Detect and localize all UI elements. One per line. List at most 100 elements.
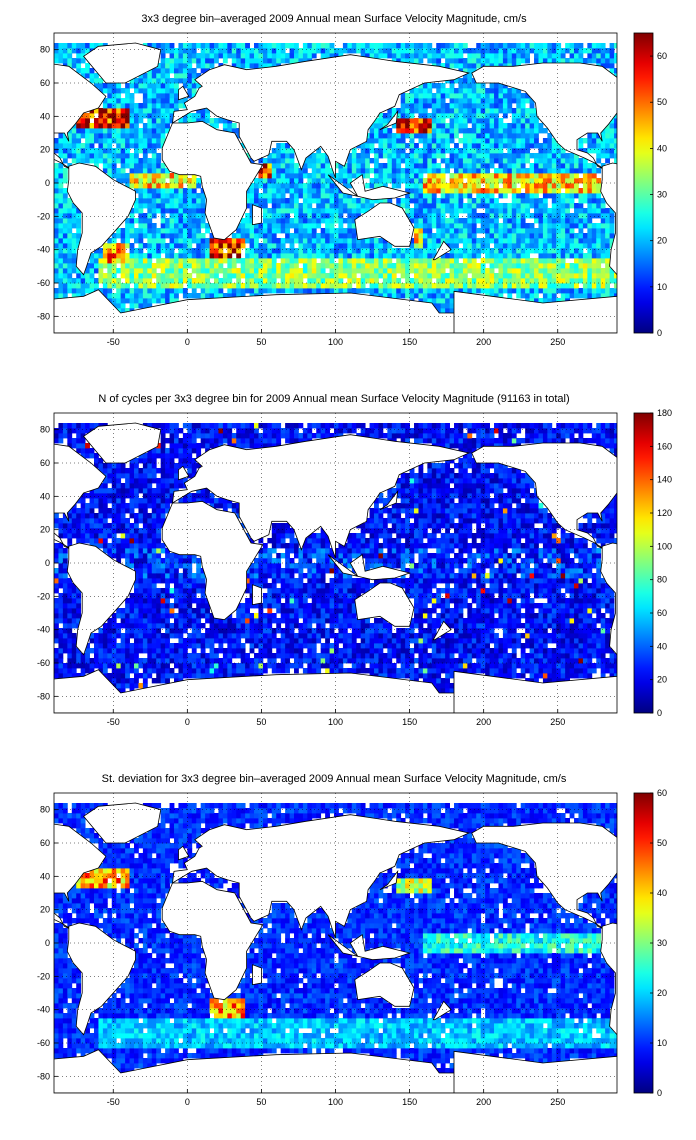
heatmap-cell	[196, 108, 202, 114]
heatmap-cell	[214, 278, 219, 284]
heatmap-cell	[267, 58, 273, 64]
heatmap-cell	[320, 173, 326, 179]
heatmap-cell	[591, 263, 597, 269]
heatmap-cell	[582, 208, 588, 214]
heatmap-cell	[347, 168, 353, 174]
heatmap-cell	[120, 613, 126, 619]
heatmap-cell	[151, 163, 157, 169]
heatmap-cell	[307, 203, 313, 209]
heatmap-cell	[156, 188, 162, 194]
heatmap-cell	[396, 163, 402, 169]
heatmap-cell	[405, 48, 410, 54]
heatmap-cell	[556, 263, 562, 269]
heatmap-cell	[445, 93, 450, 99]
heatmap-cell	[280, 283, 286, 289]
heatmap-cell	[236, 253, 242, 259]
heatmap-cell	[525, 233, 530, 239]
heatmap-cell	[125, 543, 130, 549]
heatmap-cell	[422, 43, 428, 49]
heatmap-cell	[609, 288, 615, 294]
heatmap-cell	[138, 563, 144, 569]
heatmap-cell	[431, 268, 437, 274]
heatmap-cell	[178, 198, 184, 204]
heatmap-cell	[62, 603, 68, 609]
heatmap-cell	[565, 58, 570, 64]
heatmap-cell	[542, 173, 548, 179]
heatmap-cell	[511, 253, 517, 259]
heatmap-cell	[458, 183, 464, 189]
heatmap-cell	[520, 138, 526, 144]
heatmap-cell	[111, 673, 117, 679]
heatmap-cell	[600, 58, 606, 64]
heatmap-cell	[529, 123, 535, 129]
heatmap-cell	[147, 78, 153, 84]
heatmap-cell	[271, 158, 277, 164]
heatmap-cell	[529, 183, 535, 189]
heatmap-cell	[511, 63, 517, 69]
heatmap-cell	[271, 223, 277, 229]
heatmap-cell	[165, 88, 170, 94]
heatmap-cell	[71, 583, 77, 589]
heatmap-cell	[449, 298, 455, 304]
heatmap-cell	[596, 258, 602, 264]
heatmap-cell	[591, 203, 597, 209]
heatmap-cell	[182, 263, 188, 269]
heatmap-cell	[485, 203, 490, 209]
heatmap-cell	[94, 538, 99, 544]
heatmap-cell	[529, 223, 535, 229]
heatmap-cell	[98, 143, 104, 149]
heatmap-cell	[160, 288, 166, 294]
heatmap-cell	[111, 168, 117, 174]
heatmap-cell	[502, 208, 508, 214]
heatmap-cell	[405, 263, 410, 269]
heatmap-cell	[196, 113, 202, 119]
heatmap-cell	[147, 263, 153, 269]
heatmap-cell	[347, 228, 353, 234]
heatmap-cell	[276, 188, 282, 194]
heatmap-cell	[534, 118, 539, 124]
heatmap-cell	[578, 163, 584, 169]
heatmap-cell	[409, 133, 415, 139]
heatmap-cell	[58, 618, 64, 624]
heatmap-cell	[605, 268, 610, 274]
heatmap-cell	[138, 288, 144, 294]
heatmap-cell	[107, 288, 113, 294]
heatmap-cell	[462, 108, 468, 114]
heatmap-cell	[422, 83, 428, 89]
heatmap-cell	[125, 113, 130, 119]
heatmap-cell	[151, 88, 157, 94]
heatmap-cell	[80, 123, 86, 129]
heatmap-cell	[556, 178, 562, 184]
heatmap-cell	[329, 48, 335, 54]
heatmap-cell	[565, 268, 570, 274]
heatmap-cell	[431, 223, 437, 229]
heatmap-cell	[76, 598, 82, 604]
heatmap-cell	[458, 188, 464, 194]
heatmap-cell	[316, 263, 322, 269]
heatmap-cell	[600, 48, 606, 54]
heatmap-cell	[480, 193, 486, 199]
heatmap-cell	[418, 138, 424, 144]
heatmap-cell	[329, 198, 335, 204]
heatmap-cell	[414, 273, 419, 279]
heatmap-cell	[58, 598, 64, 604]
heatmap-cell	[218, 283, 224, 289]
heatmap-cell	[498, 283, 504, 289]
heatmap-cell	[316, 198, 322, 204]
heatmap-cell	[62, 208, 68, 214]
heatmap-cell	[196, 198, 202, 204]
heatmap-cell	[578, 218, 584, 224]
heatmap-cell	[182, 78, 188, 84]
heatmap-cell	[387, 113, 393, 119]
heatmap-cell	[467, 228, 473, 234]
heatmap-cell	[276, 198, 282, 204]
heatmap-cell	[440, 93, 446, 99]
heatmap-cell	[111, 298, 117, 304]
heatmap-cell	[311, 263, 317, 269]
heatmap-cell	[320, 48, 326, 54]
heatmap-cell	[111, 293, 117, 299]
heatmap-cell	[120, 103, 126, 109]
heatmap-cell	[142, 183, 148, 189]
heatmap-cell	[245, 193, 250, 199]
heatmap-cell	[440, 88, 446, 94]
